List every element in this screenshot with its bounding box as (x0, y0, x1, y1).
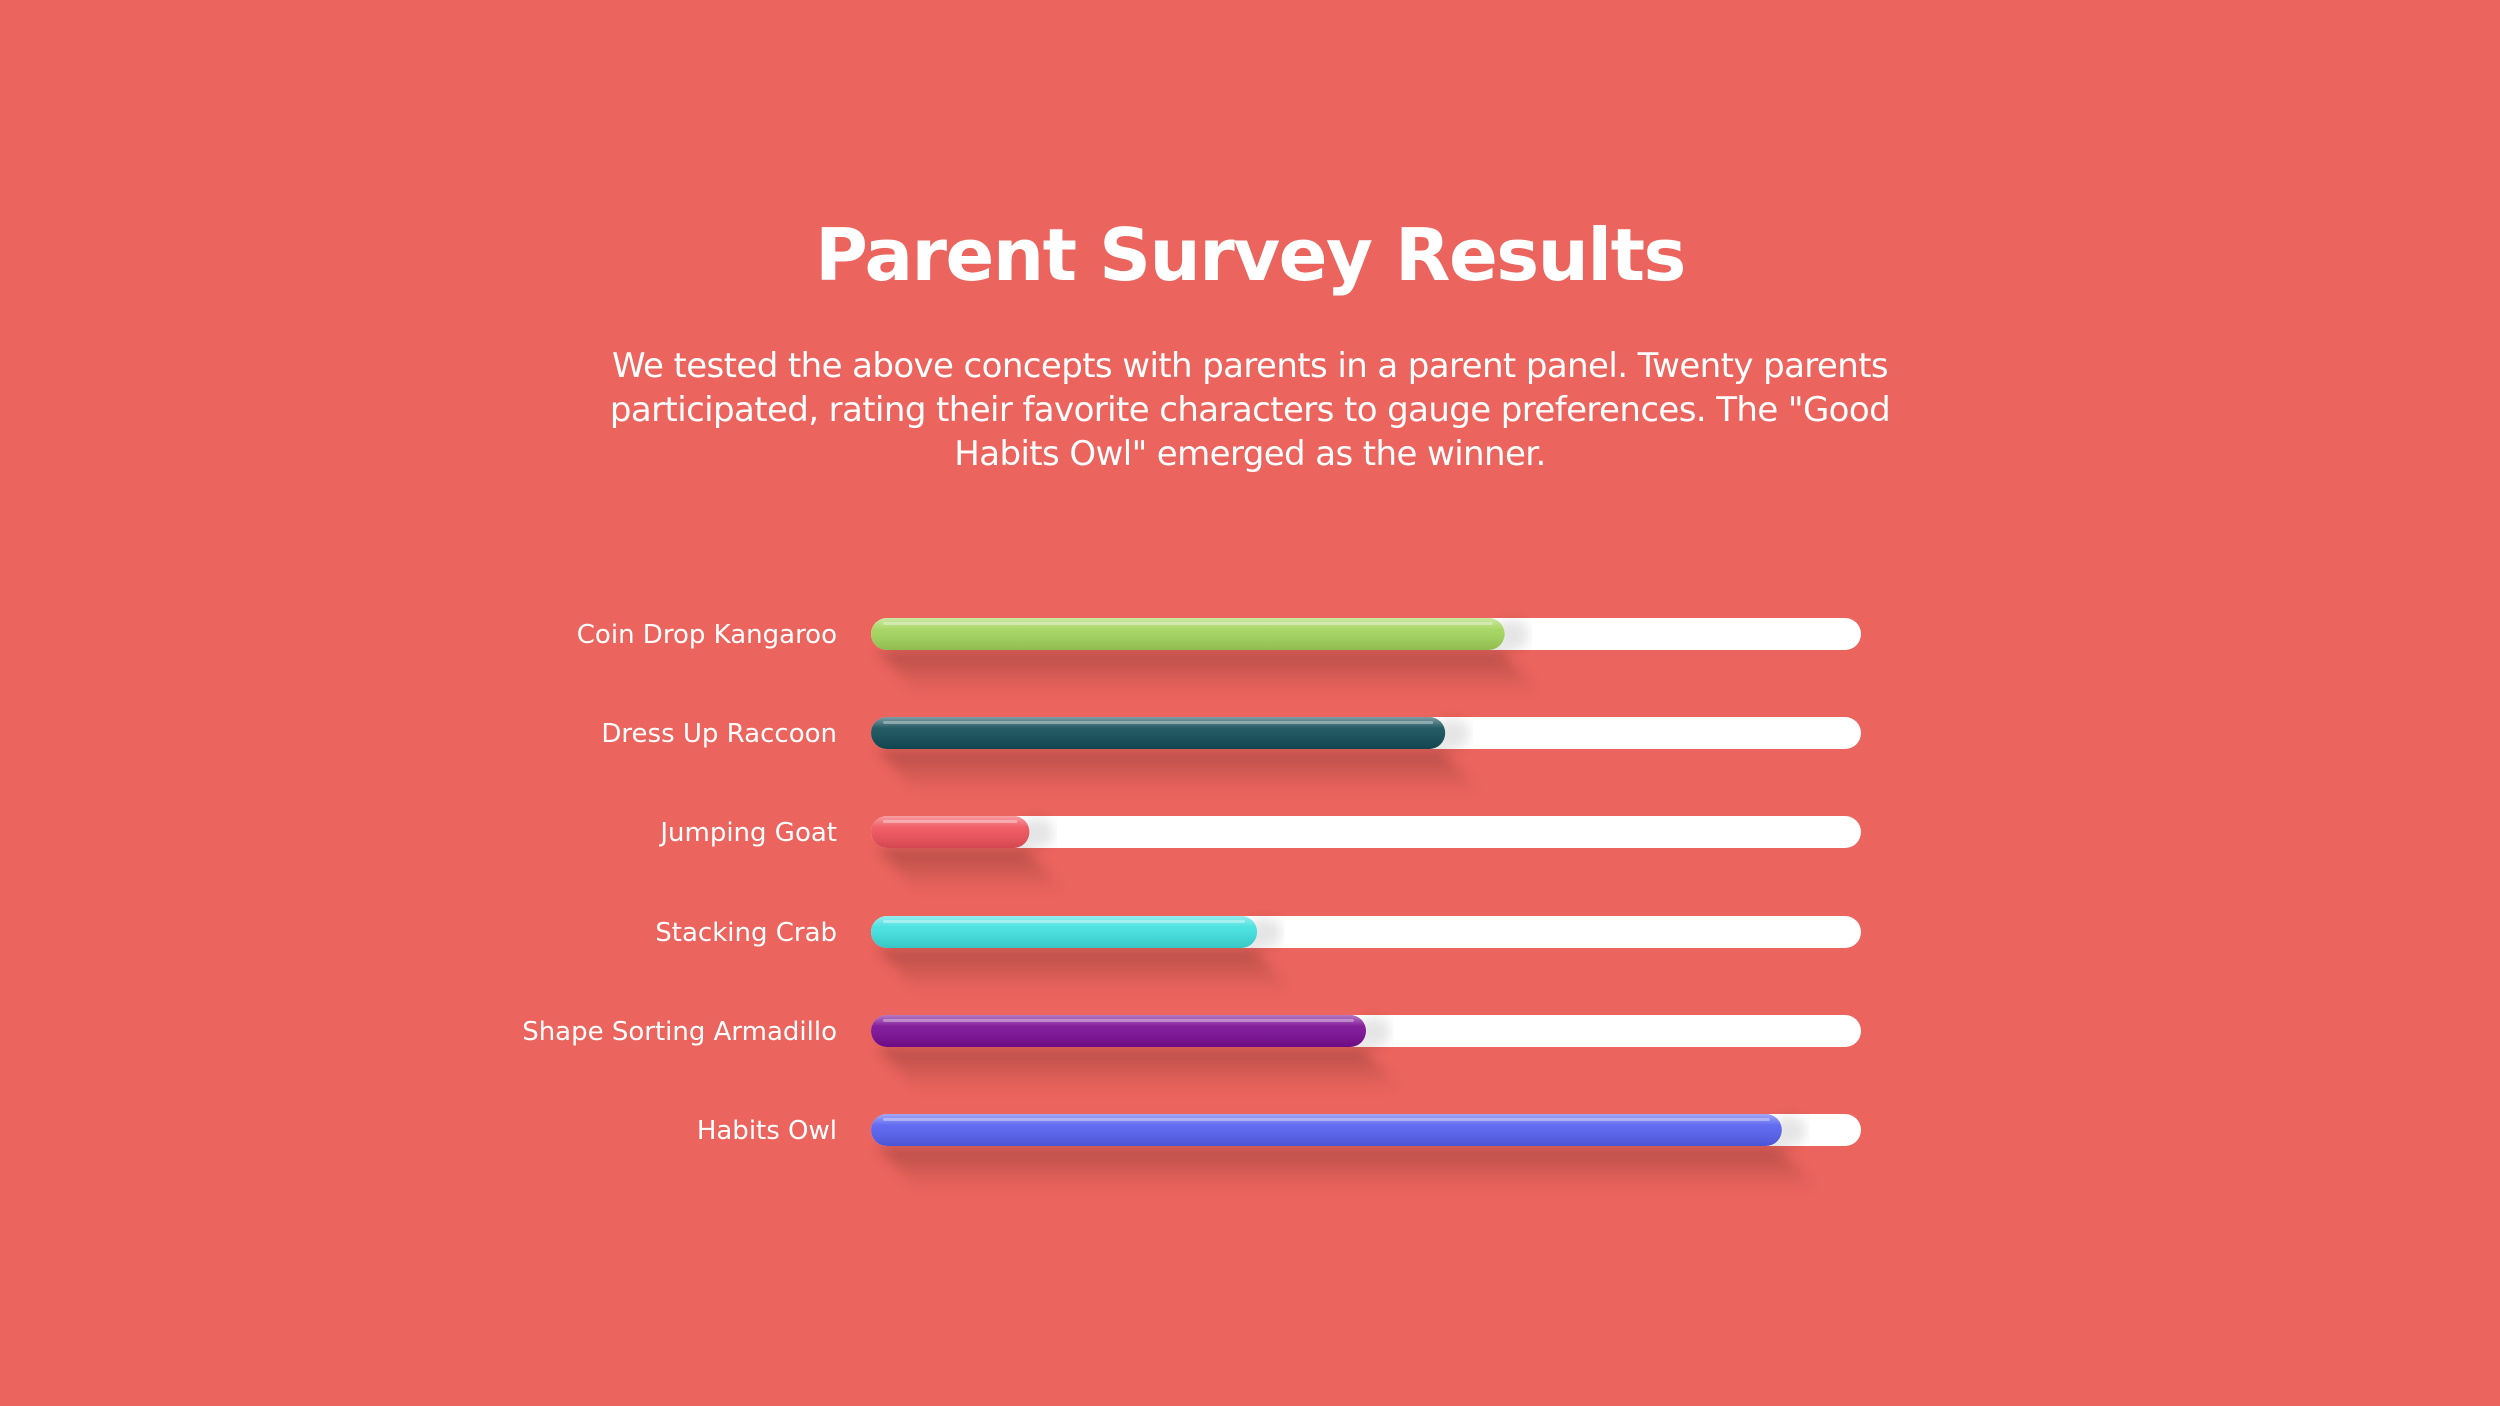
bar-row: Jumping Goat (658, 816, 1861, 892)
bar-gloss (871, 618, 1505, 650)
bar-gloss (871, 816, 1030, 848)
bar-gloss (871, 1015, 1366, 1047)
bar-gloss (871, 1114, 1782, 1146)
bar-row: Habits Owl (697, 1114, 1861, 1190)
bar-shadow (877, 948, 1294, 992)
bar-label: Stacking Crab (655, 918, 837, 948)
bar-shadow (877, 848, 1066, 892)
bar-highlight (883, 1019, 1354, 1022)
bar-row: Coin Drop Kangaroo (577, 618, 1861, 694)
bar-label: Dress Up Raccoon (601, 719, 837, 749)
bar-highlight (883, 622, 1493, 625)
bar-highlight (883, 920, 1246, 923)
bar-gloss (871, 717, 1446, 749)
bar-highlight (883, 721, 1434, 724)
bar-track (871, 816, 1861, 848)
bar-label: Shape Sorting Armadillo (522, 1017, 837, 1047)
bar-label: Coin Drop Kangaroo (577, 620, 837, 650)
bar-shadow (877, 650, 1541, 694)
bar-label: Jumping Goat (658, 818, 837, 848)
bar-row: Shape Sorting Armadillo (522, 1015, 1861, 1091)
slide-description: We tested the above concepts with parent… (609, 346, 1891, 474)
bar-highlight (883, 820, 1018, 823)
bar-shadow (877, 749, 1482, 793)
bar-label: Habits Owl (697, 1116, 837, 1146)
bar-shadow (877, 1047, 1402, 1091)
bar-row: Stacking Crab (655, 916, 1861, 992)
bar-gloss (871, 916, 1258, 948)
slide-title: Parent Survey Results (815, 213, 1686, 297)
bar-highlight (883, 1118, 1770, 1121)
bar-row: Dress Up Raccoon (601, 717, 1861, 793)
bar-shadow (877, 1146, 1818, 1190)
